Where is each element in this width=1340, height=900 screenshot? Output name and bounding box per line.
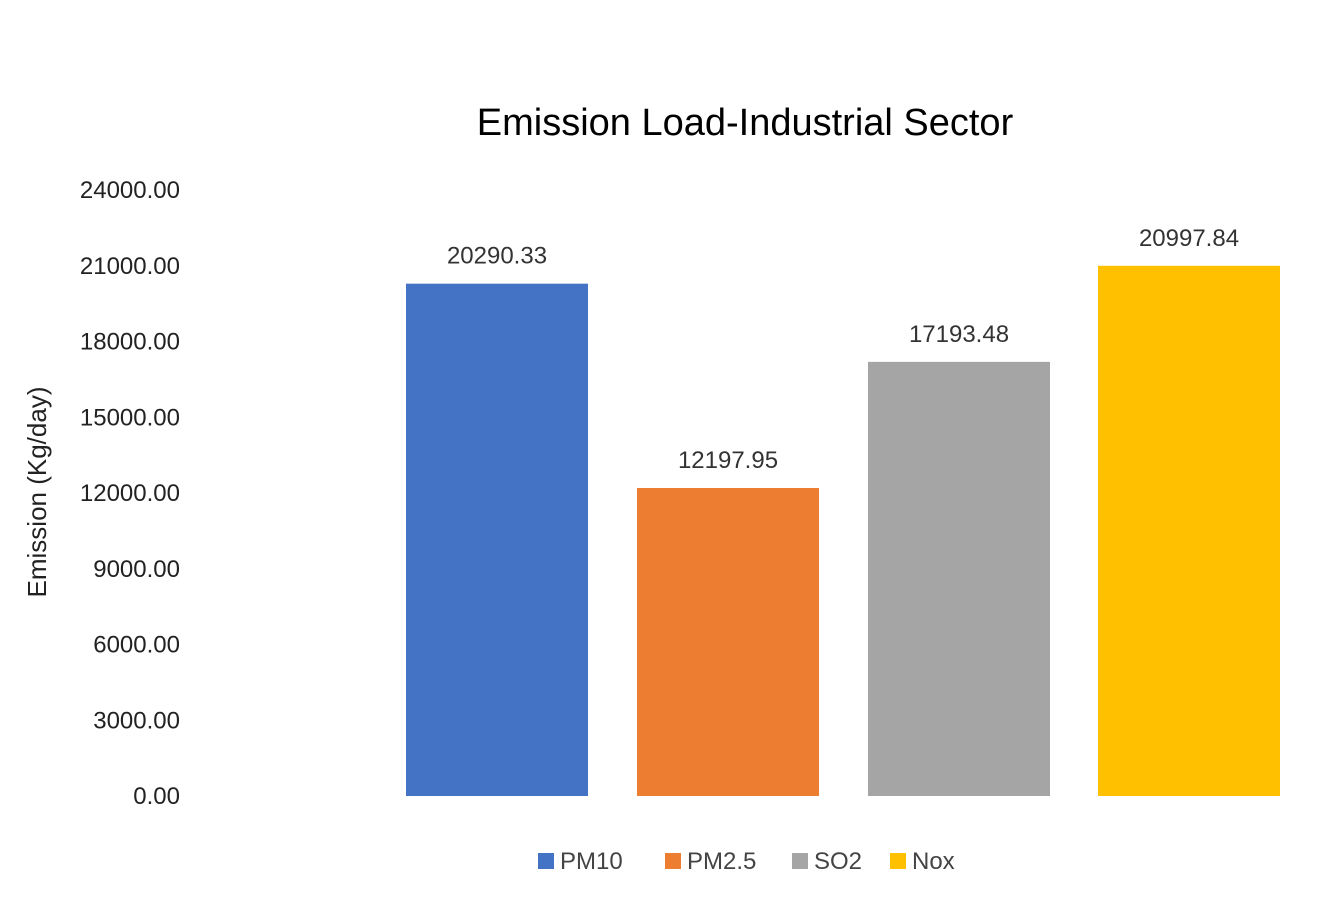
chart-title: Emission Load-Industrial Sector [477,102,1014,144]
data-label-pm10: 20290.33 [447,243,547,270]
bar-pm10 [406,283,588,796]
y-tick-label: 21000.00 [80,253,180,280]
legend-item-nox: Nox [890,848,955,875]
legend-label: PM10 [560,848,623,875]
y-tick-label: 24000.00 [80,177,180,204]
y-tick-label: 9000.00 [93,556,180,583]
legend-swatch [792,853,808,869]
data-label-nox: 20997.84 [1139,225,1239,252]
y-tick-label: 0.00 [133,783,180,810]
legend-swatch [890,853,906,869]
y-tick-label: 18000.00 [80,329,180,356]
legend-item-pm10: PM10 [538,848,623,875]
y-tick-label: 3000.00 [93,707,180,734]
legend-swatch [665,853,681,869]
legend-label: Nox [912,848,955,875]
bars [406,265,1280,796]
y-axis-label: Emission (Kg/day) [22,387,52,598]
legend-swatch [538,853,554,869]
data-labels: 20290.33 12197.95 17193.48 20997.84 [447,225,1239,474]
bar-nox [1098,265,1280,796]
bar-pm2-5 [637,488,819,796]
legend-item-so2: SO2 [792,848,862,875]
legend: PM10 PM2.5 SO2 Nox [538,848,955,875]
y-tick-label: 6000.00 [93,632,180,659]
legend-label: SO2 [814,848,862,875]
y-axis-ticks: 0.00 3000.00 6000.00 9000.00 12000.00 15000.0… [80,177,180,810]
legend-item-pm2-5: PM2.5 [665,848,756,875]
y-tick-label: 15000.00 [80,404,180,431]
y-tick-label: 12000.00 [80,480,180,507]
legend-label: PM2.5 [687,848,756,875]
data-label-so2: 17193.48 [909,321,1009,348]
data-label-pm2-5: 12197.95 [678,447,778,474]
bar-so2 [868,361,1050,796]
